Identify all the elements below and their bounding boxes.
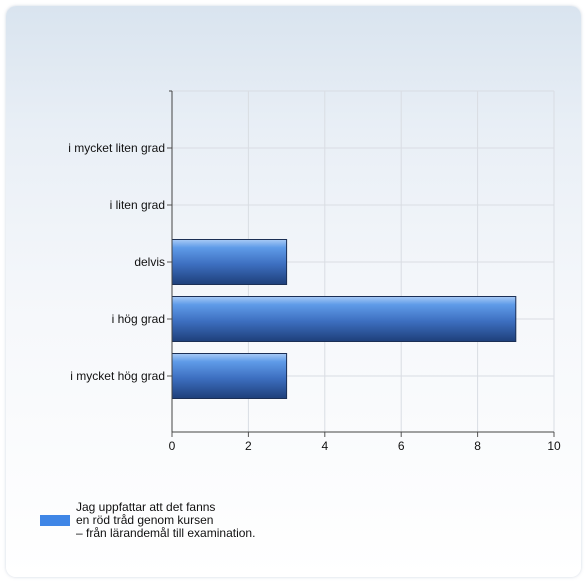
y-tick-label: i hög grad <box>112 312 165 326</box>
axis-labels: 0 2 4 6 8 10 i mycket liten grad i liten grad de… <box>68 141 561 453</box>
axes <box>167 90 555 437</box>
legend-line-3: – från lärandemål till examination. <box>76 526 256 540</box>
legend: Jag uppfattar att det fanns en röd tråd … <box>40 501 255 540</box>
legend-line-2: en röd tråd genom kursen <box>76 513 214 527</box>
y-tick-label: i mycket hög grad <box>70 369 165 383</box>
y-tick-label: delvis <box>134 255 165 269</box>
chart-panel <box>6 6 581 577</box>
x-tick-label: 2 <box>245 439 252 453</box>
bar <box>171 239 288 285</box>
y-tick-label: i liten grad <box>110 198 165 212</box>
bar <box>171 296 517 342</box>
x-tick-label: 8 <box>474 439 481 453</box>
x-tick-label: 0 <box>169 439 176 453</box>
legend-line-1: Jag uppfattar att det fanns <box>76 500 216 514</box>
y-tick-label: i mycket liten grad <box>68 141 165 155</box>
x-tick-label: 4 <box>321 439 328 453</box>
bars <box>171 239 517 399</box>
x-tick-label: 6 <box>398 439 405 453</box>
bar <box>171 353 288 399</box>
legend-swatch <box>40 515 70 526</box>
x-tick-label: 10 <box>547 439 561 453</box>
legend-label: Jag uppfattar att det fanns en röd tråd … <box>76 501 255 540</box>
